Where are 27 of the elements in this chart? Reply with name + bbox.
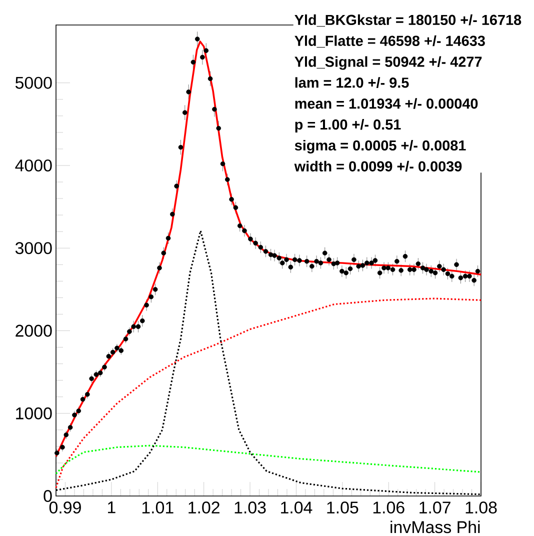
line-series (55, 444, 482, 474)
x-tick-label: 1.08 (466, 502, 497, 514)
y-tick-label: 3000 (15, 242, 52, 254)
y-tick-label: 5000 (15, 76, 52, 89)
y-tick-label: 2000 (16, 324, 52, 337)
x-tick-label: 1.01 (142, 502, 174, 514)
x-axis-title: invMass Phi (390, 520, 480, 534)
x-tick-label: 1 (108, 502, 116, 514)
annotation: Yld_BKGkstar = 180150 +/- 16718 (294, 14, 522, 27)
x-tick-label: 0.99 (49, 502, 81, 514)
annotation: Yld_Signal = 50942 +/- 4277 (294, 56, 482, 70)
annotation: width = 0.0099 +/- 0.0039 (294, 160, 462, 172)
annotation: sigma = 0.0005 +/- 0.0081 (294, 140, 466, 154)
x-tick-label: 1.02 (188, 502, 220, 514)
x-tick-label: 1.06 (373, 502, 404, 514)
annotation: lam = 12.0 +/- 9.5 (295, 77, 409, 88)
annotation: mean = 1.01934 +/- 0.00040 (295, 98, 478, 109)
y-tick-label: 1000 (16, 407, 52, 420)
y-tick-label: 4000 (15, 159, 52, 172)
x-tick-label: 1.07 (420, 502, 450, 514)
line-series (55, 298, 482, 489)
annotation: Yld_Flatte = 46598 +/- 14633 (294, 35, 485, 48)
y-tick-label: 0 (44, 490, 52, 502)
x-tick-label: 1.03 (234, 502, 266, 514)
x-tick-label: 1.04 (281, 502, 312, 514)
x-tick-label: 1.05 (327, 502, 358, 514)
annotation: p = 1.00 +/- 0.51 (295, 119, 401, 132)
